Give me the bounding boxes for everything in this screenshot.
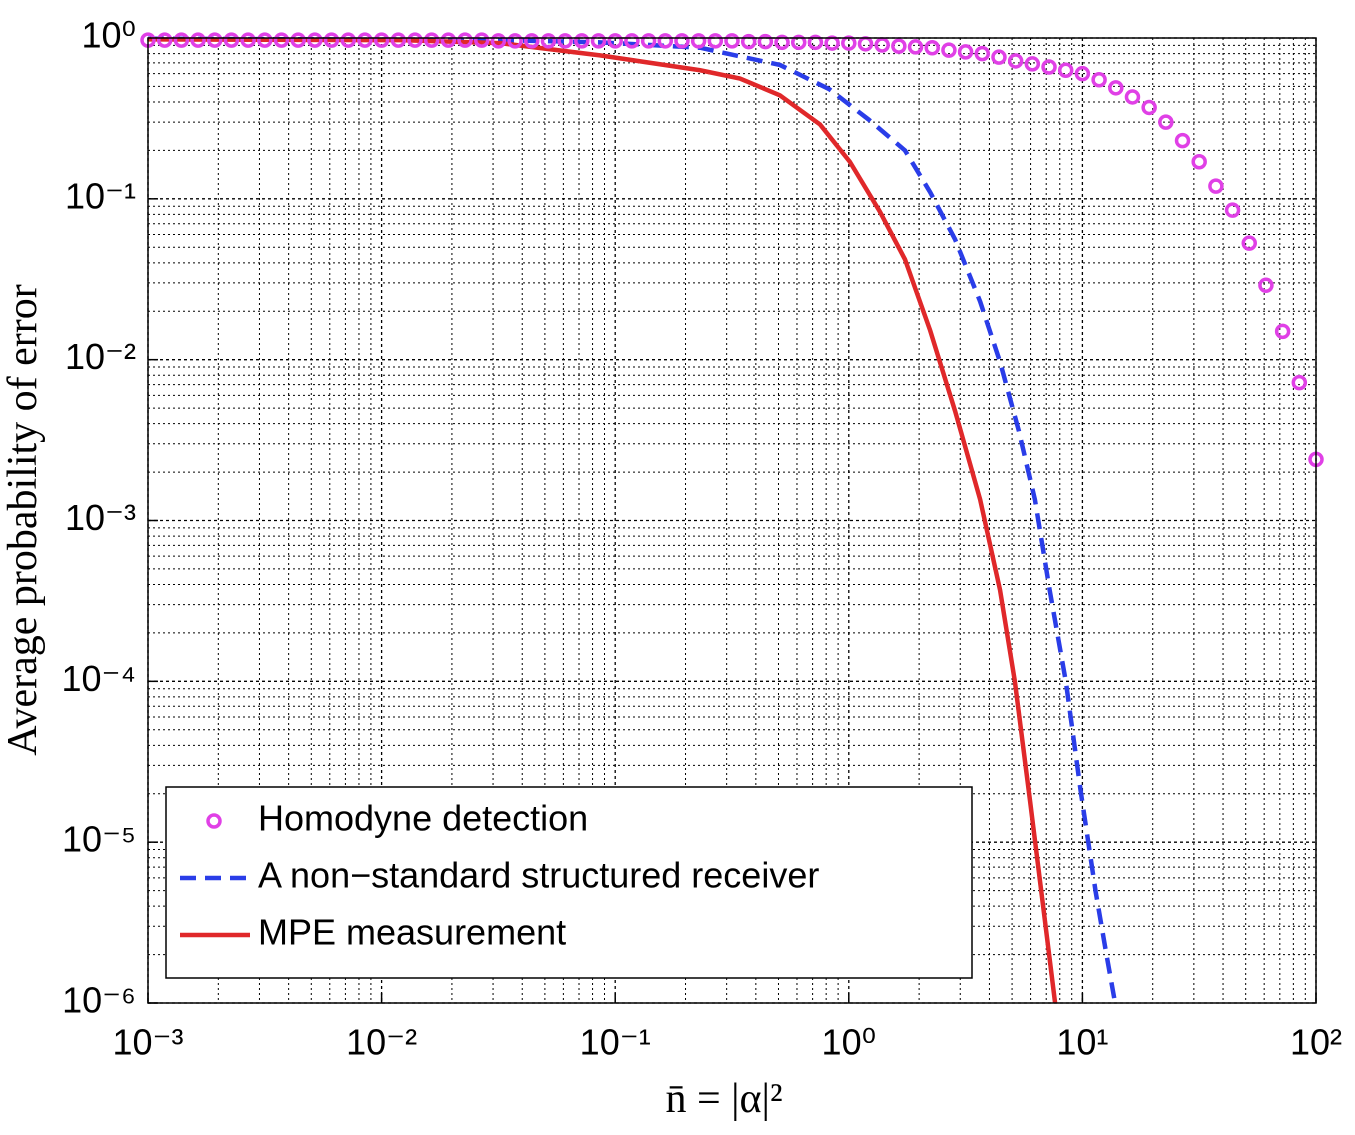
data-point (323, 32, 340, 48)
data-point (273, 32, 290, 48)
data-point (790, 34, 807, 51)
legend-label: A non−standard structured receiver (258, 855, 819, 896)
legend-label: MPE measurement (258, 912, 566, 953)
data-point (207, 32, 223, 48)
data-point (1057, 62, 1074, 79)
data-point (991, 49, 1007, 65)
legend-label: Homodyne detection (258, 798, 588, 839)
data-point (841, 35, 857, 51)
x-tick-label: 10² (1290, 1022, 1342, 1063)
data-point (757, 33, 774, 50)
data-point (774, 34, 790, 51)
data-point (1091, 72, 1107, 88)
data-point (891, 38, 907, 54)
x-axis-title: n̄ = |α|² (665, 1076, 782, 1122)
data-point (473, 32, 490, 48)
data-point (740, 33, 757, 50)
data-point (240, 32, 256, 48)
data-point (957, 44, 974, 60)
data-point (624, 33, 640, 49)
series-line (147, 36, 1118, 1004)
data-point (156, 32, 173, 48)
x-tick-label: 10¹ (1056, 1022, 1108, 1063)
x-tick-label: 10⁻³ (112, 1022, 183, 1063)
legend: Homodyne detection A non−standard structu… (165, 786, 973, 979)
y-tick-label: 10⁻⁶ (62, 980, 136, 1021)
y-tick-label: 10⁻² (65, 336, 136, 377)
y-tick-label: 10⁻⁴ (61, 658, 136, 699)
data-point (1158, 114, 1174, 130)
data-point (807, 34, 824, 51)
data-point (307, 32, 323, 48)
data-point (1241, 235, 1257, 251)
data-point (924, 39, 940, 56)
data-point (874, 37, 890, 53)
data-point (373, 32, 390, 48)
data-point (674, 33, 690, 49)
data-point (390, 32, 407, 48)
data-point (290, 32, 306, 48)
data-point (557, 33, 573, 49)
data-point (1174, 132, 1191, 149)
legend-marker (206, 813, 222, 829)
data-point (223, 32, 240, 48)
data-point (640, 33, 657, 49)
data-point (574, 33, 590, 49)
data-point (1041, 59, 1057, 75)
x-tick-label: 10⁰ (822, 1022, 876, 1063)
data-point (457, 32, 473, 48)
data-point (1074, 65, 1091, 82)
x-tick-label: 10⁻¹ (580, 1022, 651, 1063)
data-point (1208, 178, 1224, 194)
y-tick-label: 10⁻⁵ (62, 819, 136, 860)
data-point (423, 32, 440, 48)
data-point (357, 32, 373, 48)
series-line (147, 37, 1058, 1004)
data-point (440, 32, 457, 48)
data-point (590, 33, 607, 49)
data-point (724, 33, 740, 49)
data-point (690, 33, 707, 49)
data-point (1258, 277, 1274, 294)
data-point (1108, 80, 1124, 96)
plot-frame (147, 37, 1317, 1004)
data-point (1141, 99, 1157, 116)
data-point (941, 42, 957, 58)
data-point (607, 33, 623, 49)
legend-box (165, 786, 973, 979)
data-point (657, 33, 674, 49)
data-point (1191, 154, 1207, 170)
data-point (190, 32, 206, 48)
data-point (974, 45, 991, 62)
y-tick-label: 10⁰ (82, 15, 136, 56)
data-point (1274, 323, 1291, 340)
data-point (540, 33, 557, 49)
data-point (340, 32, 356, 48)
data-point (173, 32, 190, 48)
data-point (507, 33, 523, 49)
data-point (407, 32, 423, 48)
data-point (524, 33, 540, 49)
data-point (257, 32, 273, 48)
data-point (490, 33, 507, 49)
data-point (1291, 374, 1308, 391)
data-point (1224, 202, 1241, 218)
data-point (1024, 56, 1041, 72)
data-point (1124, 89, 1141, 105)
y-tick-label: 10⁻³ (65, 497, 136, 538)
y-axis-title: Average probability of error (0, 284, 46, 756)
y-tick-label: 10⁻¹ (65, 175, 136, 216)
data-point (824, 35, 840, 51)
data-point (907, 39, 924, 55)
data-point (1007, 53, 1024, 69)
x-tick-label: 10⁻² (346, 1022, 417, 1063)
data-point (707, 33, 724, 49)
